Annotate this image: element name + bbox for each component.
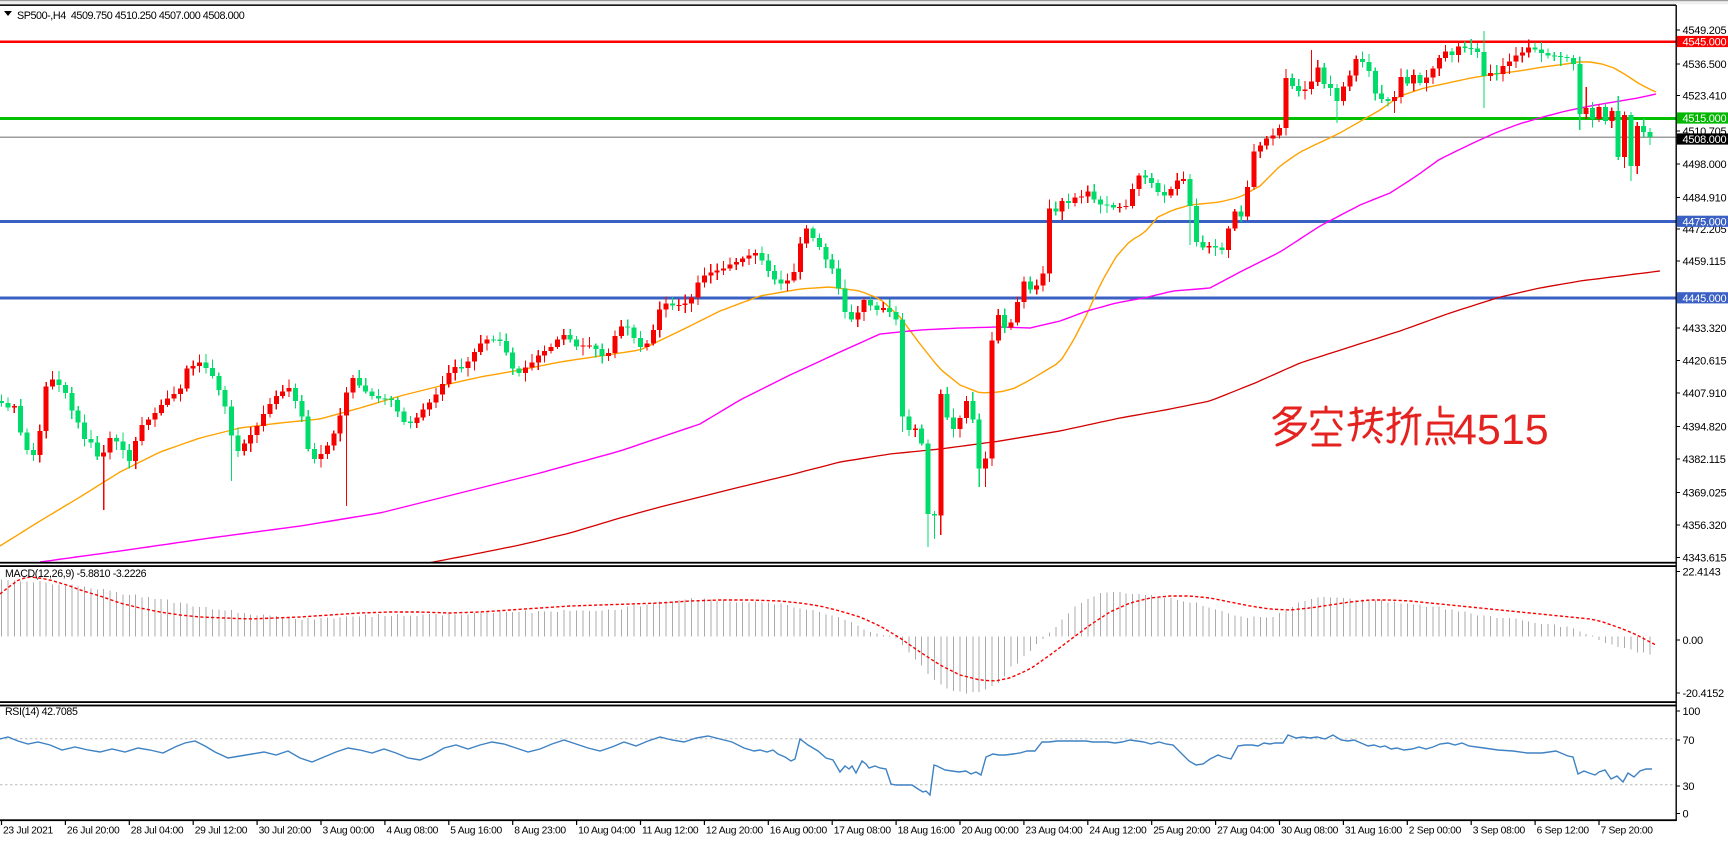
svg-text:4515: 4515 (1453, 406, 1549, 454)
svg-text:31 Aug 16:00: 31 Aug 16:00 (1345, 826, 1403, 837)
svg-text:20 Aug 00:00: 20 Aug 00:00 (962, 826, 1020, 837)
svg-text:4 Aug 08:00: 4 Aug 08:00 (386, 826, 438, 837)
svg-text:25 Aug 20:00: 25 Aug 20:00 (1153, 826, 1211, 837)
svg-text:12 Aug 20:00: 12 Aug 20:00 (706, 826, 764, 837)
svg-text:0: 0 (1683, 809, 1689, 821)
svg-text:4472.205: 4472.205 (1683, 224, 1727, 236)
svg-text:4536.500: 4536.500 (1683, 59, 1727, 71)
svg-text:4445.000: 4445.000 (1683, 293, 1727, 305)
svg-text:4356.320: 4356.320 (1683, 520, 1727, 532)
svg-text:8 Aug 23:00: 8 Aug 23:00 (514, 826, 566, 837)
svg-text:4549.205: 4549.205 (1683, 25, 1727, 37)
svg-text:4508.000: 4508.000 (1683, 134, 1727, 146)
svg-text:4545.000: 4545.000 (1683, 37, 1727, 49)
svg-text:27 Aug 04:00: 27 Aug 04:00 (1217, 826, 1275, 837)
svg-text:18 Aug 16:00: 18 Aug 16:00 (898, 826, 956, 837)
svg-text:4343.615: 4343.615 (1683, 553, 1727, 565)
svg-text:-20.4152: -20.4152 (1683, 688, 1725, 700)
svg-text:17 Aug 08:00: 17 Aug 08:00 (834, 826, 892, 837)
svg-text:3 Aug 00:00: 3 Aug 00:00 (323, 826, 375, 837)
svg-text:3 Sep 08:00: 3 Sep 08:00 (1473, 826, 1526, 837)
svg-text:RSI(14) 42.7085: RSI(14) 42.7085 (5, 706, 78, 718)
svg-text:29 Jul 12:00: 29 Jul 12:00 (195, 826, 248, 837)
svg-text:4394.820: 4394.820 (1683, 422, 1727, 434)
svg-text:2 Sep 00:00: 2 Sep 00:00 (1409, 826, 1462, 837)
svg-text:MACD(12,26,9) -5.8810 -3.2226: MACD(12,26,9) -5.8810 -3.2226 (5, 568, 147, 580)
svg-text:30 Aug 08:00: 30 Aug 08:00 (1281, 826, 1339, 837)
svg-text:28 Jul 04:00: 28 Jul 04:00 (131, 826, 184, 837)
svg-text:26 Jul 20:00: 26 Jul 20:00 (67, 826, 120, 837)
svg-text:4382.115: 4382.115 (1683, 454, 1726, 466)
svg-text:4459.115: 4459.115 (1683, 256, 1726, 268)
svg-text:10 Aug 04:00: 10 Aug 04:00 (578, 826, 636, 837)
svg-text:4475.000: 4475.000 (1683, 216, 1727, 228)
svg-text:22.4143: 22.4143 (1683, 567, 1721, 579)
svg-text:4433.320: 4433.320 (1683, 323, 1727, 335)
svg-text:11 Aug 12:00: 11 Aug 12:00 (642, 826, 699, 837)
svg-text:23 Jul 2021: 23 Jul 2021 (3, 826, 54, 837)
svg-text:16 Aug 00:00: 16 Aug 00:00 (770, 826, 828, 837)
svg-text:5 Aug 16:00: 5 Aug 16:00 (450, 826, 502, 837)
svg-text:100: 100 (1683, 706, 1701, 718)
svg-text:4515.000: 4515.000 (1683, 113, 1727, 125)
svg-text:24 Aug 12:00: 24 Aug 12:00 (1089, 826, 1147, 837)
svg-text:4523.410: 4523.410 (1683, 91, 1727, 103)
svg-text:SP500-,H4 4509.750 4510.250 4: SP500-,H4 4509.750 4510.250 4507.000 450… (17, 10, 245, 22)
svg-text:0.00: 0.00 (1683, 635, 1704, 647)
svg-text:6 Sep 12:00: 6 Sep 12:00 (1537, 826, 1590, 837)
svg-text:30: 30 (1683, 781, 1695, 793)
svg-text:23 Aug 04:00: 23 Aug 04:00 (1025, 826, 1083, 837)
svg-text:30 Jul 20:00: 30 Jul 20:00 (259, 826, 312, 837)
svg-text:4420.615: 4420.615 (1683, 356, 1727, 368)
svg-text:4484.910: 4484.910 (1683, 193, 1727, 205)
svg-text:4498.000: 4498.000 (1683, 159, 1727, 171)
svg-text:4407.910: 4407.910 (1683, 388, 1727, 400)
svg-text:7 Sep 20:00: 7 Sep 20:00 (1601, 826, 1654, 837)
svg-text:4369.025: 4369.025 (1683, 488, 1727, 500)
svg-text:70: 70 (1683, 735, 1695, 747)
